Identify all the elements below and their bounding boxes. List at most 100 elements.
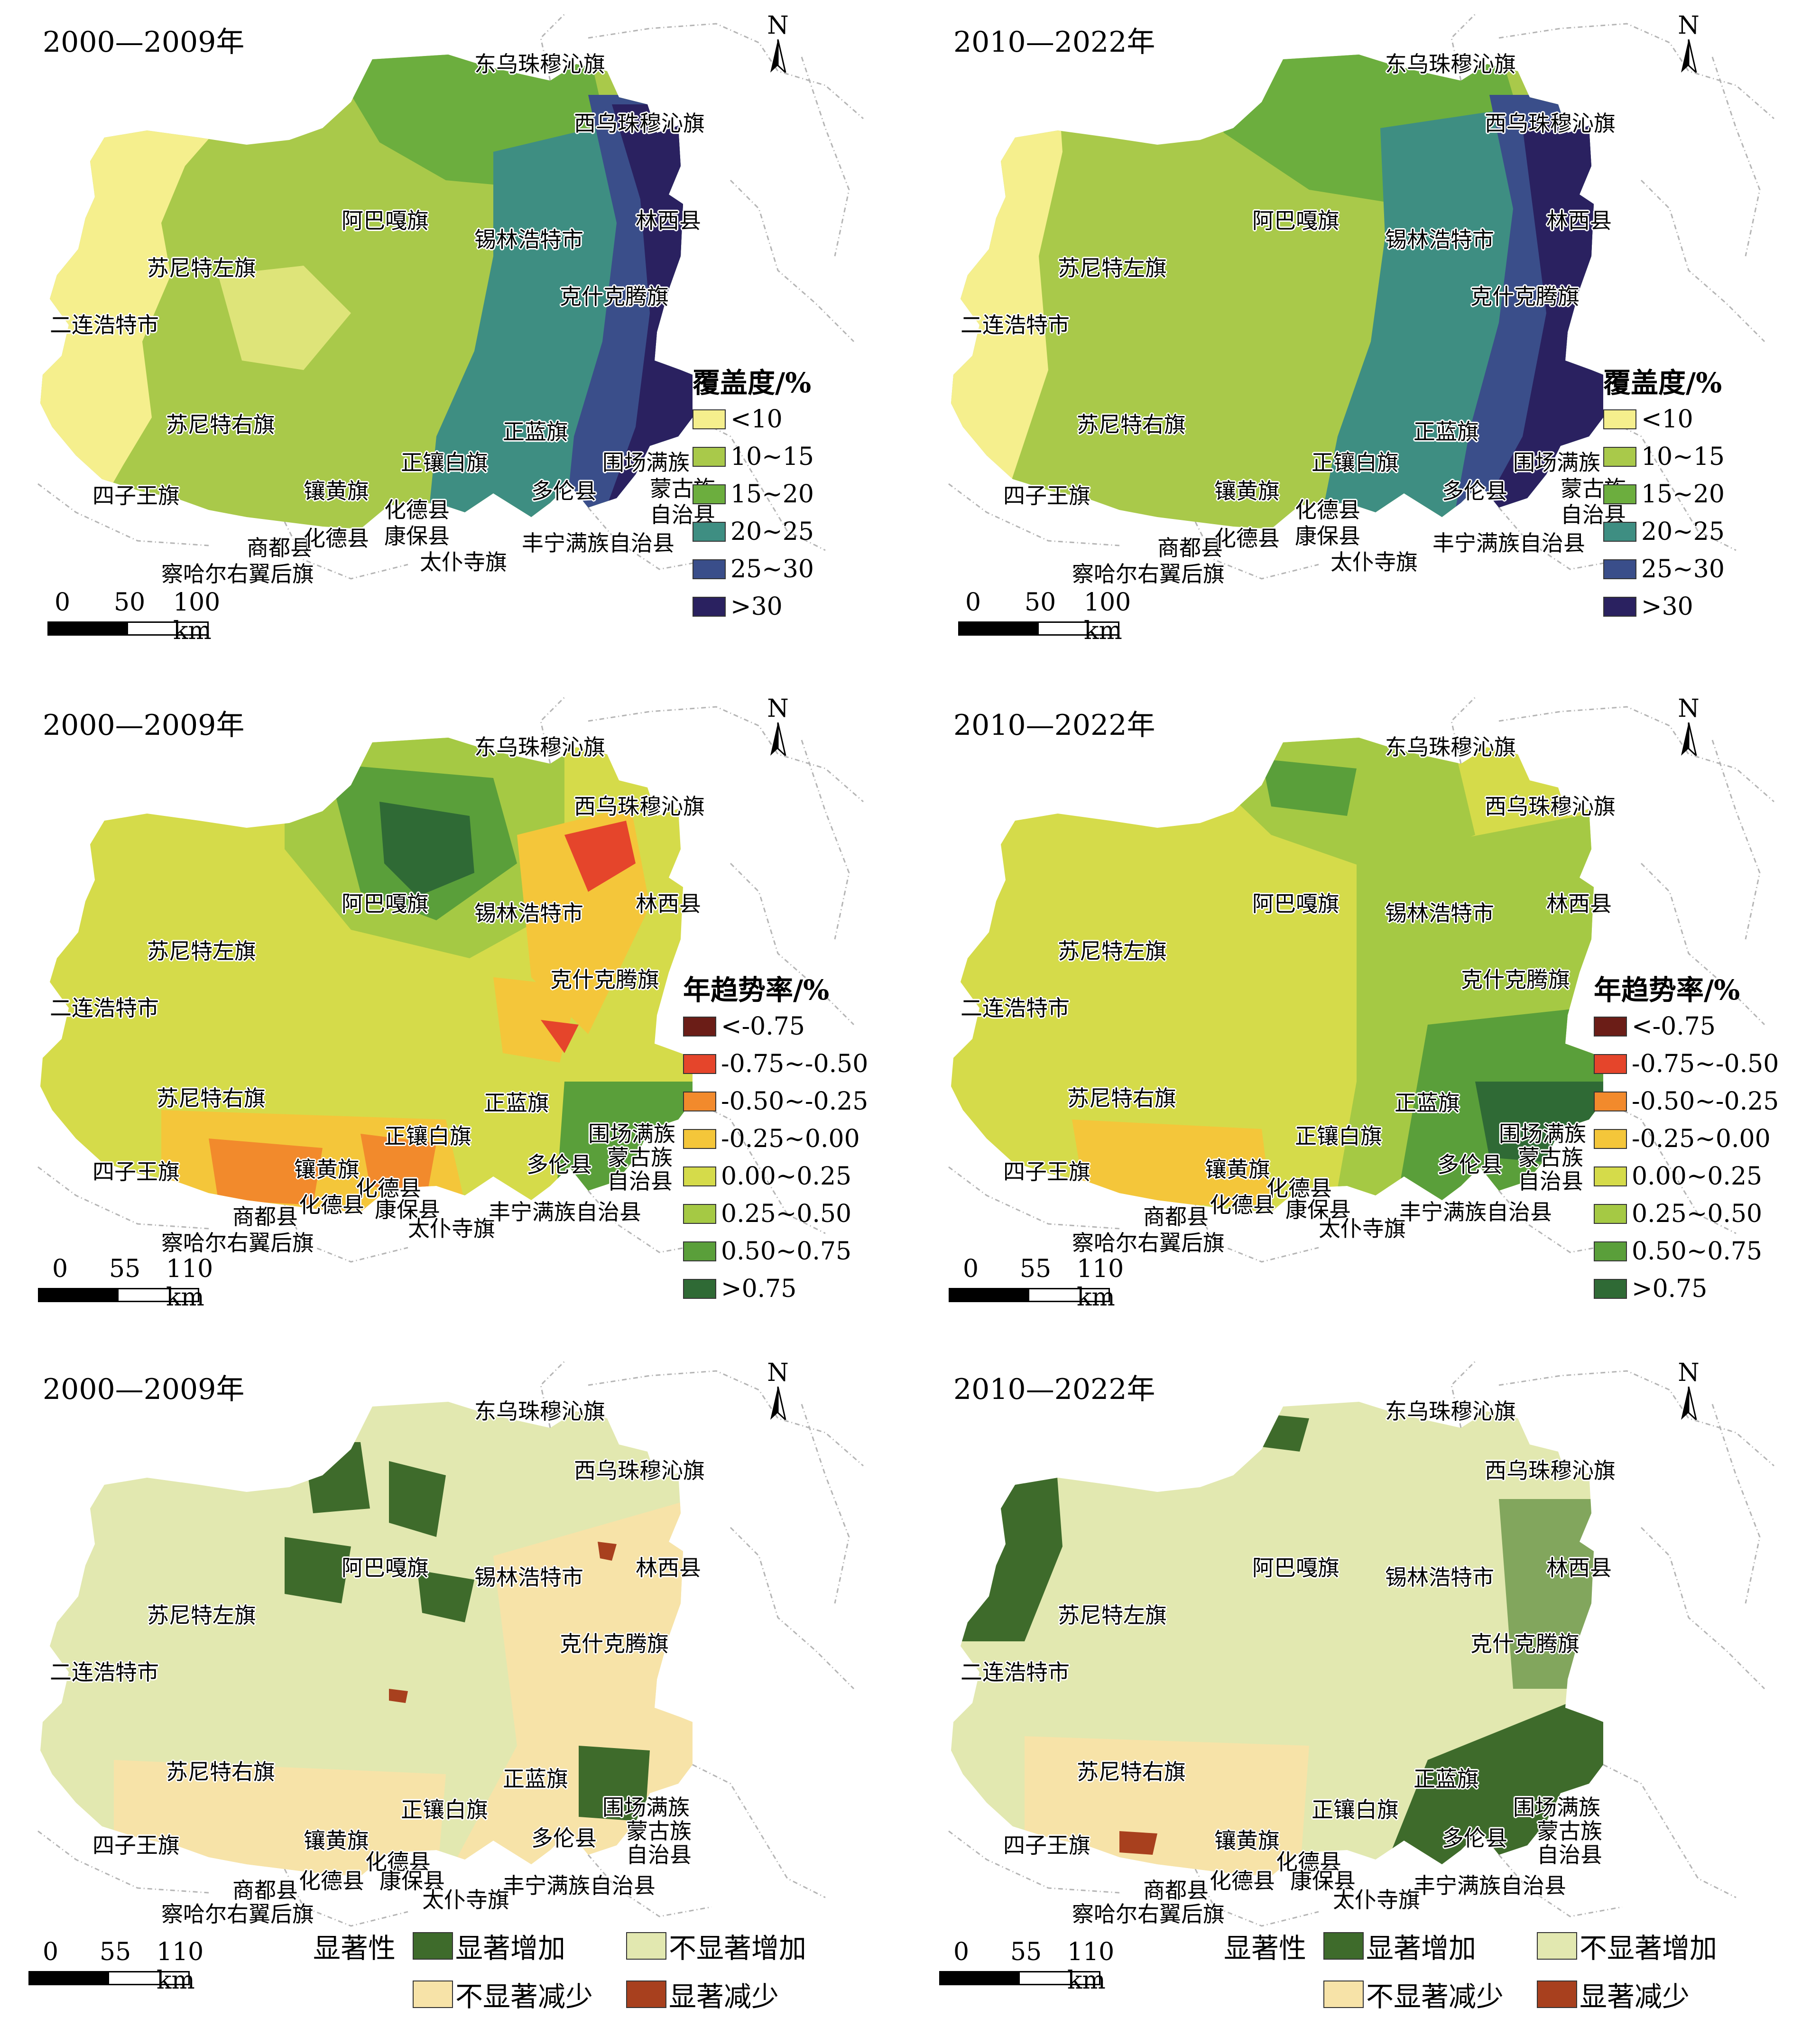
place-label: 自治县 xyxy=(1537,1842,1602,1868)
north-arrow: N xyxy=(759,11,797,75)
place-label: 太仆寺旗 xyxy=(422,1887,509,1913)
place-label: 化德县 xyxy=(304,526,369,551)
place-label: 阿巴嘎旗 xyxy=(1252,208,1340,233)
place-label: 多伦县 xyxy=(531,1825,597,1851)
north-arrow: N xyxy=(1670,1359,1708,1422)
place-label: 镶黄旗 xyxy=(1214,1828,1280,1853)
place-label: 太仆寺旗 xyxy=(408,1216,495,1241)
legend-item: <-0.75 xyxy=(683,1008,868,1045)
place-label: 丰宁满族自治县 xyxy=(522,530,674,556)
significance-legend: 显著性 显著增加 不显著增加 不显著减少 显著减少 xyxy=(1224,1926,1722,2014)
legend-item: 10~15 xyxy=(1603,438,1725,475)
place-label: 正蓝旗 xyxy=(1414,419,1479,444)
place-label: 克什克腾旗 xyxy=(550,967,659,992)
place-label: 东乌珠穆沁旗 xyxy=(1385,1398,1516,1424)
place-label: 林西县 xyxy=(1546,208,1612,233)
place-label: 康保县 xyxy=(375,1197,440,1222)
place-label: 苏尼特右旗 xyxy=(1077,1759,1186,1785)
place-label: 化德县 xyxy=(1210,1868,1275,1894)
legend-swatch xyxy=(626,1932,666,1960)
place-label: 化德县 xyxy=(356,1175,421,1201)
scale-bar: 0 50 100 km xyxy=(47,588,220,645)
place-label: 二连浩特市 xyxy=(961,312,1070,338)
place-label: 阿巴嘎旗 xyxy=(342,1555,429,1581)
period-label: 2000—2009年 xyxy=(43,1373,245,1406)
period-label: 2010—2022年 xyxy=(953,26,1155,59)
place-label: 四子王旗 xyxy=(92,1833,180,1858)
place-label: 镶黄旗 xyxy=(1214,478,1280,504)
place-label: 东乌珠穆沁旗 xyxy=(474,1398,605,1424)
significance-map-graphic xyxy=(37,1361,864,1927)
place-label: 自治县 xyxy=(607,1168,673,1194)
north-label: N xyxy=(767,694,789,723)
legend-item: 显著增加 xyxy=(455,1932,566,1964)
place-label: 正蓝旗 xyxy=(503,1766,568,1792)
map-legend: 覆盖度/% <10 10~15 15~20 20~25 25~30 >30 xyxy=(693,361,814,625)
scale-bar: 0 55 110 km xyxy=(939,1938,1114,1995)
place-label: 丰宁满族自治县 xyxy=(1399,1199,1552,1225)
place-label: 西乌珠穆沁旗 xyxy=(1485,111,1616,136)
north-arrow-icon xyxy=(770,722,787,758)
place-label: 西乌珠穆沁旗 xyxy=(574,794,705,819)
legend-item: <10 xyxy=(1603,400,1725,438)
place-label: 化德县 xyxy=(384,497,450,523)
trend-map-graphic xyxy=(37,696,864,1263)
place-label: 西乌珠穆沁旗 xyxy=(1485,1458,1616,1483)
place-label: 克什克腾旗 xyxy=(1461,967,1570,992)
north-label: N xyxy=(767,11,789,40)
place-label: 康保县 xyxy=(384,523,450,549)
legend-swatch xyxy=(413,1981,453,2008)
place-label: 二连浩特市 xyxy=(50,995,159,1021)
place-label: 丰宁满族自治县 xyxy=(1432,530,1585,556)
place-label: 西乌珠穆沁旗 xyxy=(1485,794,1616,819)
place-label: 自治县 xyxy=(1518,1168,1583,1194)
place-label: 锡林浩特市 xyxy=(1385,227,1494,252)
place-label: 二连浩特市 xyxy=(961,1659,1070,1685)
place-label: 苏尼特左旗 xyxy=(147,938,256,964)
legend-item: -0.50~-0.25 xyxy=(1594,1083,1779,1120)
place-label: 正镶白旗 xyxy=(1312,450,1399,475)
legend-item: -0.75~-0.50 xyxy=(1594,1045,1779,1083)
legend-item: 0.00~0.25 xyxy=(683,1157,868,1195)
place-label: 克什克腾旗 xyxy=(1470,284,1580,309)
place-label: 多伦县 xyxy=(527,1152,592,1177)
place-label: 正蓝旗 xyxy=(1414,1766,1479,1792)
scale-bar: 0 50 100 km xyxy=(958,588,1131,645)
map-legend: 年趋势率/% <-0.75 -0.75~-0.50 -0.50~-0.25 -0… xyxy=(1594,968,1779,1307)
place-label: 克什克腾旗 xyxy=(560,1631,669,1657)
place-label: 镶黄旗 xyxy=(304,478,369,504)
map-panel-trend-2010-2022: 2010—2022年 N 东乌珠穆沁旗 西乌珠穆沁旗 林西县 阿巴嘎旗 锡林浩特… xyxy=(930,693,1820,1357)
place-label: 太仆寺旗 xyxy=(1319,1216,1406,1241)
scale-bar: 0 55 110 km xyxy=(28,1938,203,1995)
north-arrow: N xyxy=(759,1359,797,1422)
legend-item: -0.75~-0.50 xyxy=(683,1045,868,1083)
legend-swatch xyxy=(413,1932,453,1960)
period-label: 2000—2009年 xyxy=(43,709,245,742)
legend-item: 不显著减少 xyxy=(1366,1981,1504,2013)
north-arrow-icon xyxy=(770,1386,787,1422)
map-panel-coverage-2000-2009: 2000—2009年 N 东乌珠穆沁旗 西乌珠穆沁旗 林西县 阿巴嘎旗 锡林浩特… xyxy=(19,9,911,674)
place-label: 林西县 xyxy=(636,891,701,916)
legend-title: 年趋势率/% xyxy=(683,974,830,1006)
place-label: 商都县 xyxy=(247,535,312,561)
place-label: 商都县 xyxy=(1143,1878,1209,1903)
significance-legend: 显著性 显著增加 不显著增加 不显著减少 显著减少 xyxy=(313,1926,811,2014)
place-label: 克什克腾旗 xyxy=(1470,1631,1580,1657)
legend-item: 不显著减少 xyxy=(455,1981,593,2013)
place-label: 蒙古族 xyxy=(1537,1818,1602,1844)
north-arrow: N xyxy=(1670,12,1708,75)
place-label: 围场满族 xyxy=(1513,1795,1600,1820)
legend-item: 20~25 xyxy=(693,513,814,550)
map-legend: 覆盖度/% <10 10~15 15~20 20~25 25~30 >30 xyxy=(1603,361,1725,625)
place-label: 丰宁满族自治县 xyxy=(489,1199,641,1225)
place-label: 四子王旗 xyxy=(92,483,180,509)
map-panel-trend-2000-2009: 2000—2009年 N 东乌珠穆沁旗 西乌珠穆沁旗 林西县 阿巴嘎旗 锡林浩特… xyxy=(19,693,911,1357)
north-arrow-icon xyxy=(770,39,787,75)
legend-item: 显著减少 xyxy=(1580,1981,1690,2013)
place-label: 丰宁满族自治县 xyxy=(1414,1873,1566,1898)
place-label: 东乌珠穆沁旗 xyxy=(1385,51,1516,77)
legend-item: 20~25 xyxy=(1603,513,1725,550)
place-label: 苏尼特右旗 xyxy=(166,412,275,437)
place-label: 二连浩特市 xyxy=(50,312,159,338)
place-label: 锡林浩特市 xyxy=(1385,900,1494,926)
